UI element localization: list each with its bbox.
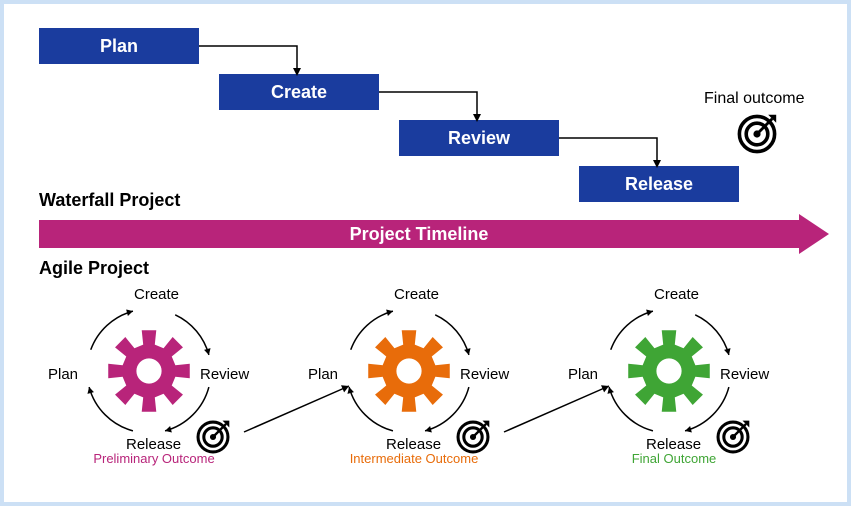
- cycle-caption: Intermediate Outcome: [304, 451, 524, 466]
- cycle-word-create: Create: [394, 286, 439, 303]
- target-icon: [196, 420, 230, 454]
- waterfall-stage-plan: Plan: [39, 28, 199, 64]
- cycle-word-create: Create: [134, 286, 179, 303]
- cycle-caption: Final Outcome: [564, 451, 784, 466]
- waterfall-section-label: Waterfall Project: [39, 190, 180, 211]
- cycle-word-review: Review: [720, 366, 769, 383]
- final-outcome-label: Final outcome: [704, 90, 805, 108]
- target-icon: [737, 114, 777, 154]
- agile-section-label: Agile Project: [39, 258, 149, 279]
- waterfall-stage-review: Review: [399, 120, 559, 156]
- project-timeline-arrow: Project Timeline: [39, 214, 829, 254]
- waterfall-stage-release: Release: [579, 166, 739, 202]
- agile-cycle-0: PlanCreateReviewRelease Preliminary Outc…: [44, 284, 264, 464]
- cycle-word-plan: Plan: [48, 366, 78, 383]
- project-timeline-label: Project Timeline: [39, 220, 799, 248]
- target-icon: [456, 420, 490, 454]
- waterfall-stage-create: Create: [219, 74, 379, 110]
- cycle-caption: Preliminary Outcome: [44, 451, 264, 466]
- target-icon: [716, 420, 750, 454]
- timeline-arrowhead-icon: [799, 214, 829, 254]
- cycle-word-create: Create: [654, 286, 699, 303]
